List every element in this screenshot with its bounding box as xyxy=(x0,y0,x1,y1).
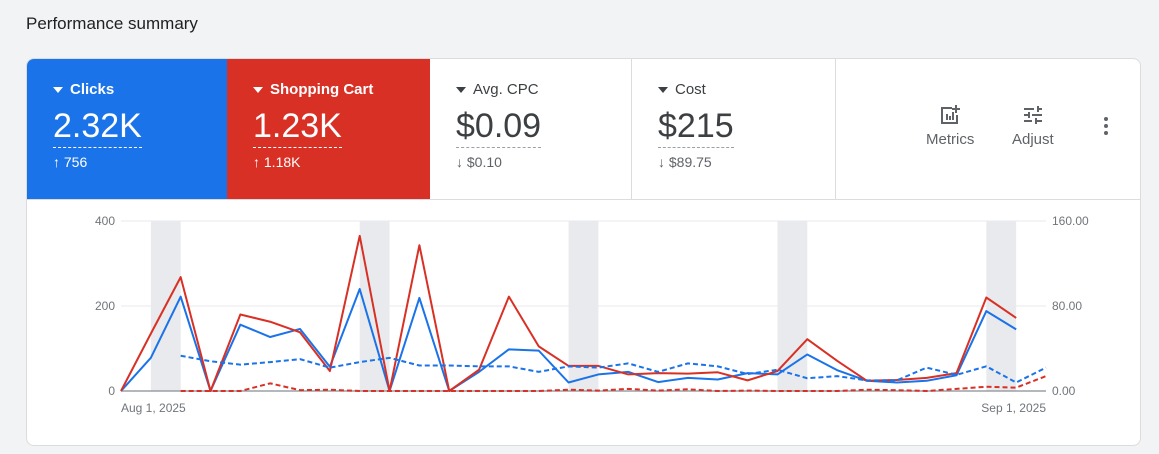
metric-change: ↑ 1.18K xyxy=(253,154,301,170)
x-axis-start-label: Aug 1, 2025 xyxy=(121,401,186,415)
more-options-icon[interactable] xyxy=(1104,117,1110,138)
left-axis-tick: 400 xyxy=(95,214,115,228)
metric-change: ↓ $89.75 xyxy=(658,154,712,170)
tune-icon xyxy=(1023,106,1042,124)
x-axis-end-label: Sep 1, 2025 xyxy=(981,401,1046,415)
metrics-button[interactable]: Metrics xyxy=(926,103,974,148)
series-line-2 xyxy=(180,354,1047,384)
dropdown-icon[interactable] xyxy=(658,86,668,93)
metric-label: Avg. CPC xyxy=(473,81,539,98)
metrics-label: Metrics xyxy=(926,131,975,148)
metric-change: ↑ 756 xyxy=(53,154,88,170)
metric-label: Shopping Cart xyxy=(270,81,374,98)
metric-value: 2.32K xyxy=(53,107,142,148)
left-axis-tick: 200 xyxy=(95,299,115,313)
left-axis-tick: 0 xyxy=(108,384,115,398)
metric-label: Cost xyxy=(675,81,706,98)
metric-tile-shopping-cart[interactable]: Shopping Cart 1.23K ↑ 1.18K xyxy=(227,59,430,199)
metric-tiles: Clicks 2.32K ↑ 756 Shopping Cart 1.23K ↑… xyxy=(27,59,1140,200)
adjust-button[interactable]: Adjust xyxy=(1012,103,1054,148)
metric-tile-cost[interactable]: Cost $215 ↓ $89.75 xyxy=(632,59,836,199)
metric-label: Clicks xyxy=(70,81,115,98)
dropdown-icon[interactable] xyxy=(253,86,263,93)
metric-tile-clicks[interactable]: Clicks 2.32K ↑ 756 xyxy=(27,59,227,199)
right-axis-tick: 160.00 xyxy=(1052,214,1089,228)
right-axis-tick: 0.00 xyxy=(1052,384,1076,398)
metric-tile-avg-cpc[interactable]: Avg. CPC $0.09 ↓ $0.10 xyxy=(430,59,632,199)
adjust-label: Adjust xyxy=(1012,131,1054,148)
dropdown-icon[interactable] xyxy=(456,86,466,93)
add-chart-icon xyxy=(941,105,961,124)
dropdown-icon[interactable] xyxy=(53,86,63,93)
metric-change: ↓ $0.10 xyxy=(456,154,502,170)
metric-value: $0.09 xyxy=(456,107,542,148)
right-axis-tick: 80.00 xyxy=(1052,299,1082,313)
chart-actions: Metrics Adjust xyxy=(836,59,1140,199)
page-title: Performance summary xyxy=(26,14,198,33)
metric-value: $215 xyxy=(658,107,734,148)
metric-value: 1.23K xyxy=(253,107,342,148)
series-line-3 xyxy=(180,375,1047,392)
